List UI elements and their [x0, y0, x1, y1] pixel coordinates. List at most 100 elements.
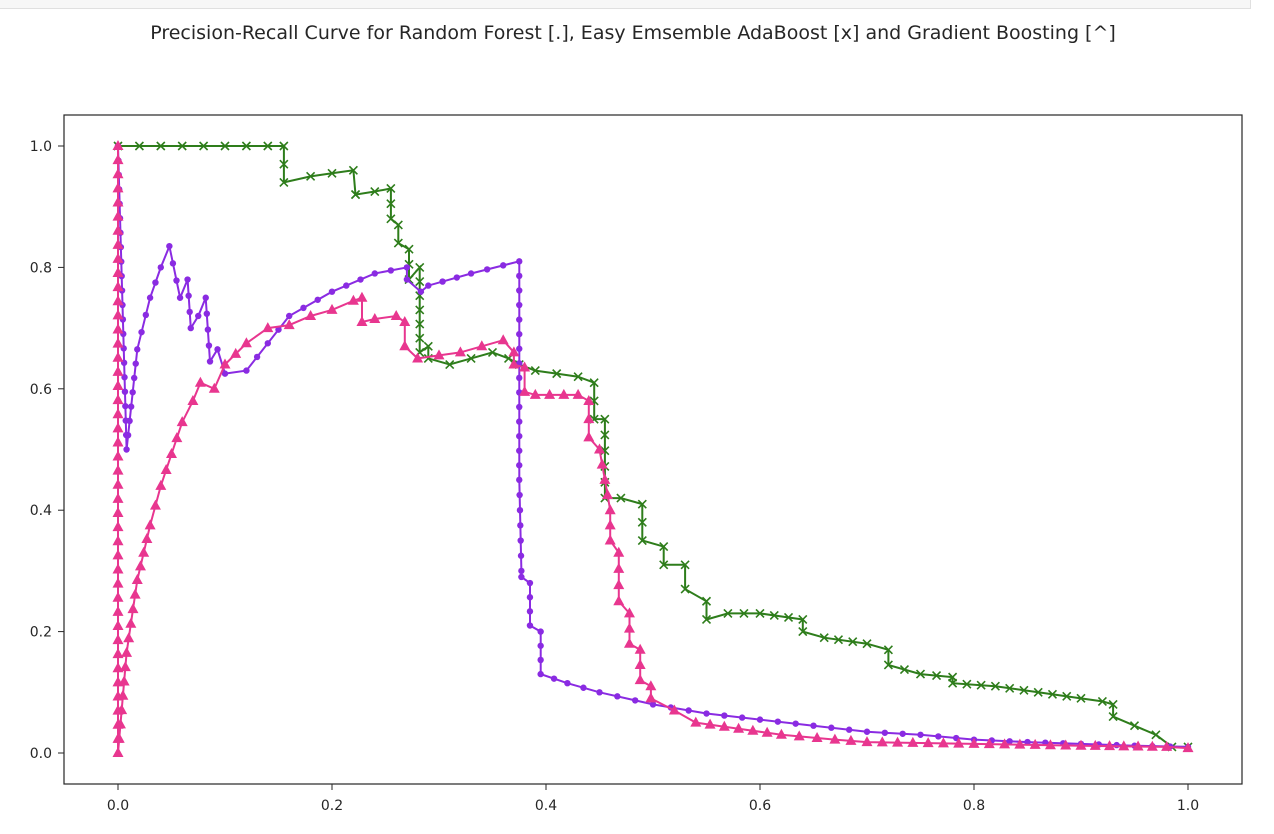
data-point [623, 637, 635, 648]
data-point [845, 734, 857, 745]
data-point [199, 141, 209, 151]
data-point [206, 358, 214, 365]
data-point [126, 417, 133, 425]
data-point [907, 736, 919, 747]
data-point [1076, 693, 1086, 703]
data-point [357, 276, 364, 283]
data-point [518, 567, 525, 575]
data-point [123, 446, 130, 453]
data-point [112, 619, 124, 630]
data-point [306, 171, 316, 181]
data-point [915, 669, 926, 679]
data-point [112, 535, 124, 546]
data-point [573, 372, 583, 382]
data-point [645, 680, 657, 691]
data-point [550, 675, 558, 682]
data-point [516, 301, 523, 309]
data-point [623, 622, 635, 633]
tick-layer: 0.0 0.2 0.4 0.6 0.8 1.0 0.0 0.2 0.4 0.6 0.8 1.0 [30, 139, 1199, 814]
data-point [202, 294, 209, 301]
data-point [415, 333, 425, 343]
data-point [173, 277, 180, 284]
data-point [793, 730, 805, 741]
data-point [386, 199, 396, 209]
data-point [931, 671, 942, 681]
data-point [892, 736, 904, 747]
data-point [668, 704, 680, 715]
data-point [1161, 740, 1173, 751]
data-point [166, 448, 177, 459]
data-point [393, 238, 403, 248]
data-point [599, 473, 611, 484]
data-point [146, 294, 154, 301]
data-point [922, 737, 934, 748]
data-point [537, 656, 544, 664]
chart-title: Precision-Recall Curve for Random Forest… [150, 22, 1116, 44]
data-point [112, 365, 124, 376]
data-point [138, 546, 150, 557]
data-point [602, 489, 614, 500]
data-point [537, 642, 544, 649]
data-point [121, 388, 129, 395]
data-point [1029, 738, 1041, 749]
data-point [194, 376, 206, 387]
data-point [185, 292, 192, 299]
cell-top-border [0, 0, 1251, 9]
data-point [403, 264, 411, 271]
data-point [208, 382, 220, 393]
data-point [517, 552, 525, 559]
data-point [466, 353, 476, 364]
data-point [348, 165, 358, 175]
data-point [516, 462, 523, 469]
data-point [112, 309, 124, 320]
data-point [138, 328, 145, 336]
data-point [616, 493, 626, 503]
data-point [659, 560, 669, 570]
data-point [508, 358, 520, 369]
data-point [176, 294, 184, 301]
data-point [604, 519, 616, 530]
data-point [131, 374, 138, 382]
data-point [881, 729, 889, 736]
data-point [833, 635, 844, 645]
data-point [983, 738, 995, 749]
data-point [112, 563, 124, 574]
data-point [186, 308, 193, 316]
data-point [756, 716, 764, 723]
data-point [516, 374, 523, 382]
data-point [134, 560, 146, 571]
data-point [369, 312, 381, 323]
data-point [1014, 738, 1026, 749]
y-tick-label: 0.8 [30, 260, 52, 276]
data-point [516, 272, 523, 280]
data-point [412, 352, 424, 363]
data-point [1062, 691, 1072, 701]
data-point [659, 542, 669, 552]
data-point [861, 736, 873, 747]
data-point [356, 291, 368, 302]
data-point [701, 596, 712, 606]
data-point [848, 637, 858, 647]
x-tick-label: 0.8 [963, 798, 985, 814]
x-tick-label: 0.4 [535, 798, 557, 814]
data-point [112, 337, 124, 348]
data-point [169, 260, 177, 267]
data-point [690, 716, 702, 727]
data-point [755, 608, 765, 618]
data-point [122, 402, 129, 410]
data-point [634, 658, 646, 669]
data-point [680, 584, 690, 594]
data-point [328, 288, 336, 295]
data-point [347, 294, 359, 305]
data-point [439, 278, 446, 285]
data-point [798, 614, 808, 625]
data-point [600, 430, 610, 440]
series-line [117, 146, 1189, 754]
data-point [792, 720, 799, 727]
data-point [177, 141, 187, 151]
data-point [279, 177, 289, 187]
data-point [454, 346, 466, 357]
data-point [631, 697, 639, 704]
data-point [187, 324, 194, 332]
data-point [1129, 721, 1140, 731]
